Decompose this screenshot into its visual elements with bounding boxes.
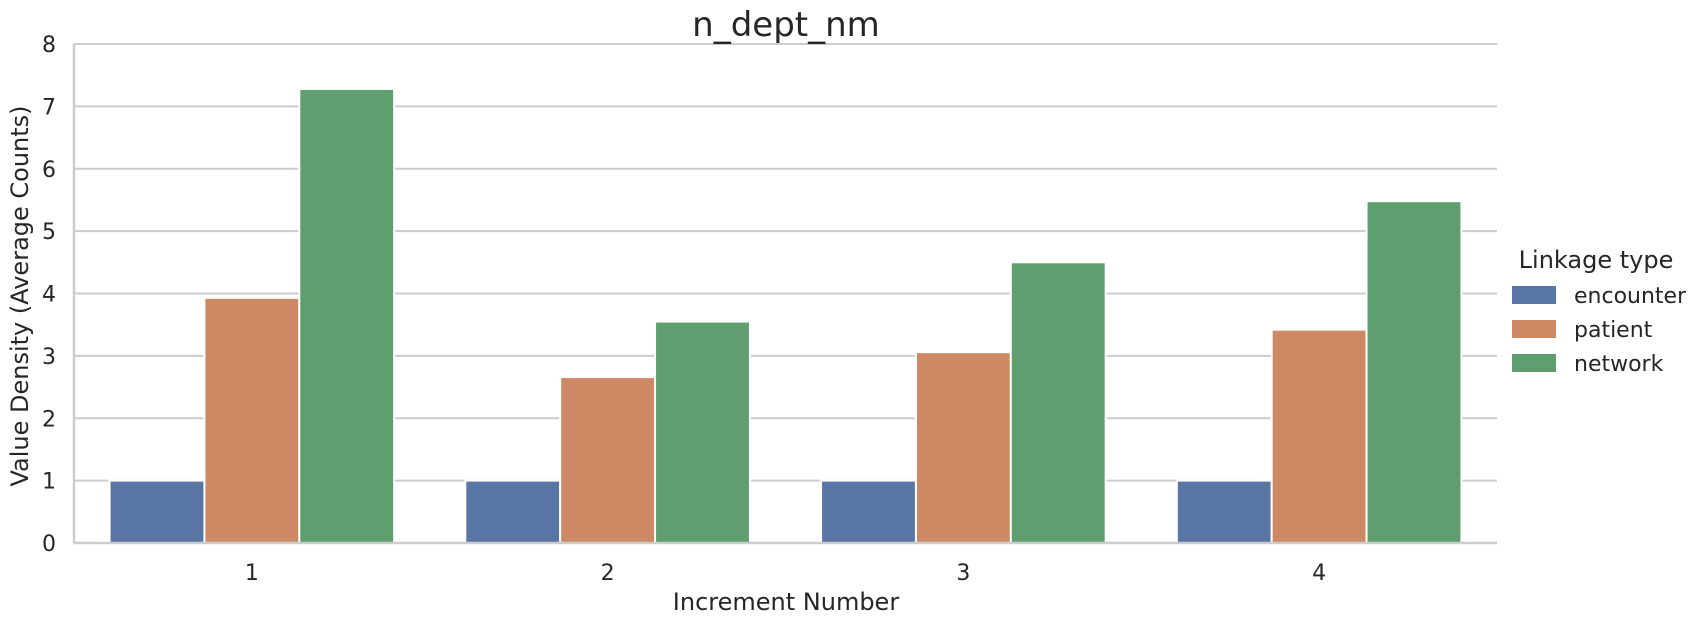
x-tick-label: 4 bbox=[1312, 561, 1326, 586]
bars bbox=[108, 87, 1463, 544]
bar-patient-3 bbox=[914, 351, 1012, 544]
y-tick-label: 2 bbox=[42, 407, 56, 432]
x-axis-title: Increment Number bbox=[673, 588, 900, 616]
bar-encounter-1 bbox=[108, 479, 206, 544]
legend-label-network: network bbox=[1574, 352, 1664, 377]
bar-encounter-2 bbox=[464, 479, 562, 544]
legend-swatch-network bbox=[1512, 354, 1556, 372]
axes bbox=[72, 44, 1497, 545]
bar-encounter-3 bbox=[820, 479, 917, 544]
bar-encounter-4 bbox=[1175, 479, 1273, 544]
y-tick-label: 0 bbox=[42, 532, 56, 557]
legend-title: Linkage type bbox=[1519, 246, 1674, 274]
bar-network-3 bbox=[1009, 261, 1107, 544]
bar-network-2 bbox=[654, 320, 751, 544]
bar-network-4 bbox=[1365, 200, 1463, 544]
chart-title: n_dept_nm bbox=[692, 5, 880, 45]
legend-swatch-patient bbox=[1512, 320, 1556, 338]
bar-patient-2 bbox=[559, 376, 657, 544]
y-tick-label: 4 bbox=[42, 283, 56, 308]
legend: Linkage type encounter patient network bbox=[1512, 246, 1687, 377]
y-tick-label: 6 bbox=[42, 158, 56, 183]
y-tick-label: 1 bbox=[42, 470, 56, 495]
bar-patient-4 bbox=[1270, 328, 1368, 544]
legend-items: encounter patient network bbox=[1512, 284, 1687, 377]
legend-label-encounter: encounter bbox=[1574, 284, 1687, 309]
y-axis-title: Value Density (Average Counts) bbox=[6, 105, 34, 486]
bar-network-1 bbox=[298, 87, 396, 544]
bar-patient-1 bbox=[203, 296, 301, 544]
y-tick-label: 5 bbox=[42, 220, 56, 245]
legend-swatch-encounter bbox=[1512, 286, 1556, 304]
x-tick-label: 1 bbox=[245, 561, 259, 586]
x-tick-label: 2 bbox=[601, 561, 615, 586]
x-tick-label: 3 bbox=[956, 561, 970, 586]
x-tick-labels: 1 2 3 4 bbox=[245, 561, 1326, 586]
y-tick-labels: 0 1 2 3 4 5 6 7 8 bbox=[42, 33, 56, 557]
legend-label-patient: patient bbox=[1574, 318, 1653, 343]
y-tick-label: 3 bbox=[42, 345, 56, 370]
y-tick-label: 7 bbox=[42, 95, 56, 120]
y-tick-label: 8 bbox=[42, 33, 56, 58]
